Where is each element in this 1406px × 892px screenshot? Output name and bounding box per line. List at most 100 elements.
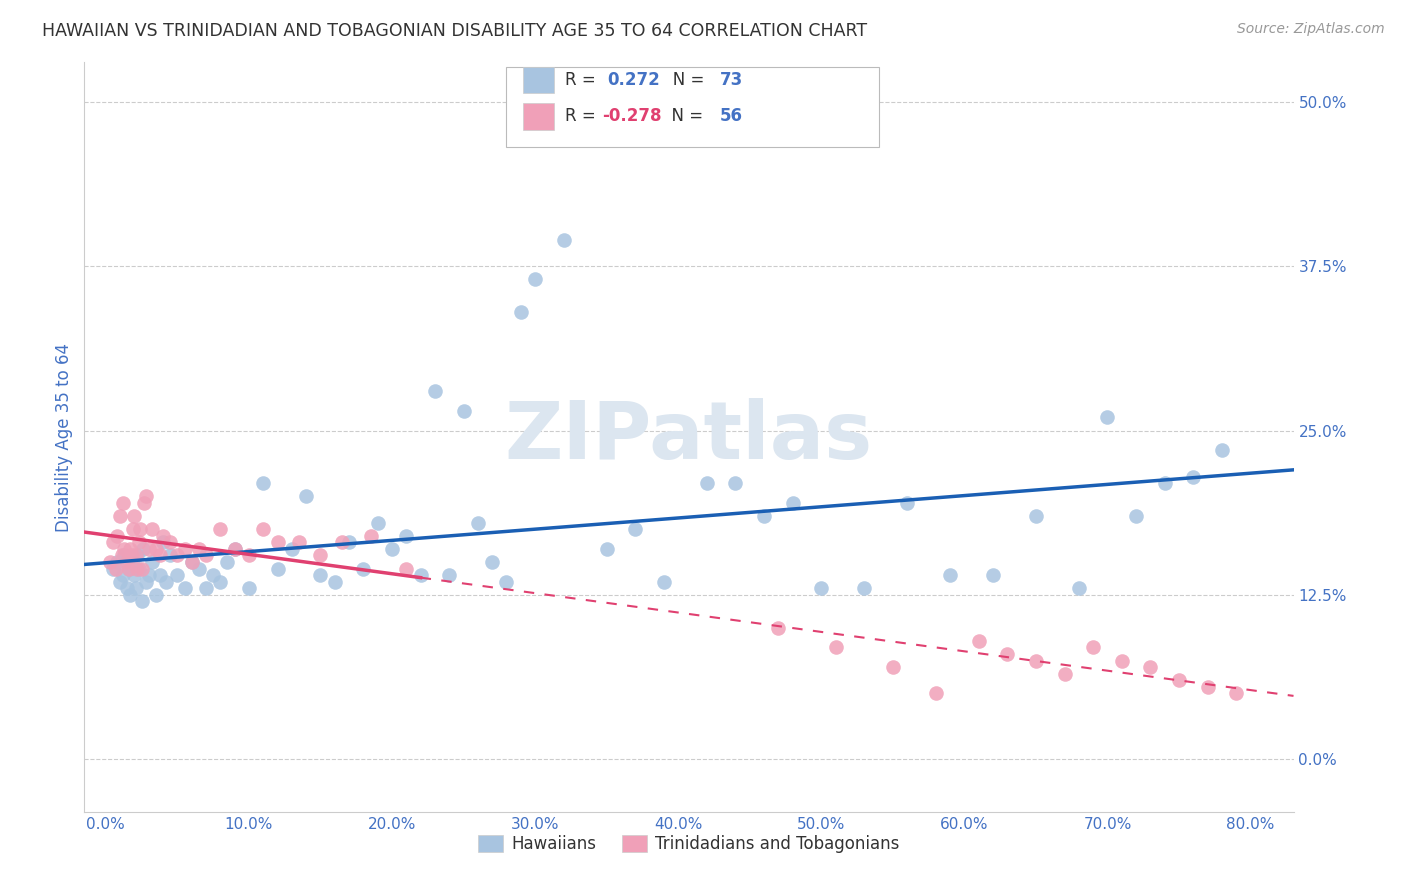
Point — [117, 555, 139, 569]
Point — [1125, 508, 1147, 523]
Point — [159, 535, 181, 549]
Point — [360, 529, 382, 543]
Text: N =: N = — [657, 71, 709, 89]
Point — [281, 541, 304, 556]
Point — [105, 555, 128, 569]
Point — [118, 561, 141, 575]
Point — [224, 541, 246, 556]
Point — [810, 581, 832, 595]
Point — [238, 549, 260, 563]
Point — [135, 489, 157, 503]
Point — [1197, 680, 1219, 694]
Point — [117, 581, 139, 595]
Point — [108, 574, 131, 589]
Point — [149, 549, 172, 563]
Point — [112, 541, 135, 556]
Text: HAWAIIAN VS TRINIDADIAN AND TOBAGONIAN DISABILITY AGE 35 TO 64 CORRELATION CHART: HAWAIIAN VS TRINIDADIAN AND TOBAGONIAN D… — [42, 22, 868, 40]
Point — [925, 686, 948, 700]
Point — [166, 549, 188, 563]
Point — [1225, 686, 1247, 700]
Text: R =: R = — [565, 71, 606, 89]
Point — [1053, 666, 1076, 681]
Point — [309, 568, 332, 582]
Point — [166, 568, 188, 582]
Point — [481, 555, 503, 569]
Point — [266, 535, 288, 549]
Text: 56: 56 — [720, 107, 742, 125]
Point — [101, 561, 124, 575]
Point — [1083, 640, 1105, 655]
Point — [173, 581, 195, 595]
Point — [266, 561, 288, 575]
Point — [120, 541, 142, 556]
Text: Source: ZipAtlas.com: Source: ZipAtlas.com — [1237, 22, 1385, 37]
Point — [111, 496, 134, 510]
Point — [187, 541, 209, 556]
Point — [120, 588, 142, 602]
Point — [202, 568, 225, 582]
Point — [453, 404, 475, 418]
Point — [173, 541, 195, 556]
Point — [112, 549, 135, 563]
Point — [337, 535, 360, 549]
Point — [1097, 410, 1119, 425]
Point — [124, 568, 146, 582]
Point — [98, 555, 121, 569]
Point — [1153, 476, 1175, 491]
Point — [939, 568, 962, 582]
Point — [121, 549, 143, 563]
Point — [768, 621, 790, 635]
Point — [524, 272, 547, 286]
Point — [108, 508, 131, 523]
Point — [309, 549, 332, 563]
Point — [149, 568, 172, 582]
Point — [224, 541, 246, 556]
Point — [122, 522, 145, 536]
Point — [132, 541, 155, 556]
Point — [209, 522, 232, 536]
Point — [118, 561, 141, 575]
Point — [323, 574, 346, 589]
Point — [967, 633, 990, 648]
Legend: Hawaiians, Trinidadians and Tobagonians: Hawaiians, Trinidadians and Tobagonians — [472, 828, 905, 860]
Point — [409, 568, 432, 582]
Point — [1111, 654, 1133, 668]
Point — [352, 561, 374, 575]
Point — [195, 549, 218, 563]
Point — [124, 508, 146, 523]
Point — [696, 476, 718, 491]
Point — [381, 541, 404, 556]
Point — [125, 581, 148, 595]
Point — [509, 305, 531, 319]
Point — [187, 561, 209, 575]
Text: N =: N = — [661, 107, 709, 125]
Point — [134, 496, 156, 510]
Point — [367, 516, 389, 530]
Point — [1168, 673, 1191, 688]
Point — [395, 529, 418, 543]
Point — [121, 555, 143, 569]
Point — [330, 535, 353, 549]
Point — [1025, 654, 1047, 668]
Point — [752, 508, 775, 523]
Point — [152, 529, 174, 543]
Point — [104, 561, 127, 575]
Point — [155, 574, 177, 589]
Point — [981, 568, 1004, 582]
Point — [127, 561, 149, 575]
Point — [101, 535, 124, 549]
Point — [824, 640, 846, 655]
Point — [782, 496, 804, 510]
Point — [135, 574, 157, 589]
Point — [995, 647, 1018, 661]
Point — [195, 581, 218, 595]
Point — [1139, 660, 1161, 674]
Point — [159, 549, 181, 563]
Point — [111, 568, 134, 582]
Point — [217, 555, 239, 569]
Point — [131, 594, 153, 608]
Point — [288, 535, 311, 549]
Point — [553, 233, 575, 247]
Point — [152, 535, 174, 549]
Point — [724, 476, 747, 491]
